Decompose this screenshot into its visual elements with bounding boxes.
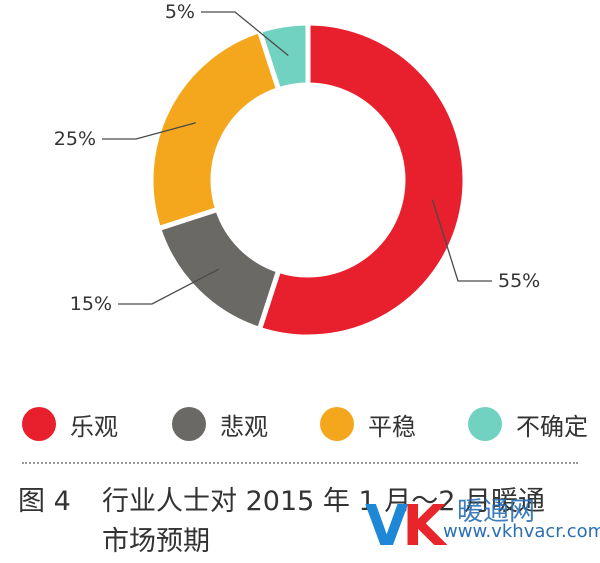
donut-slice-uncertain [256,20,311,93]
leader-line-pessimistic [118,268,220,305]
watermark-logo-v: V [365,494,408,559]
figure-number: 图 4 [18,486,71,517]
watermark: VK 暖通网 www.vkhvacr.com [365,497,600,555]
legend-item-pessimistic: 悲观 [172,404,268,444]
caption-line-2: 市场预期 [102,526,210,557]
leader-line-optimistic [431,199,492,282]
legend-label-stable: 平稳 [368,412,416,441]
legend-swatch-stable [320,407,354,441]
watermark-url: www.vkhvacr.com [443,521,600,542]
watermark-logo-k: K [402,494,445,559]
watermark-name: 暖通网 [457,497,536,527]
legend-swatch-optimistic [22,407,56,441]
leader-line-uncertain [201,11,289,57]
donut-slice-stable [148,27,282,232]
legend-item-optimistic: 乐观 [22,404,118,444]
data-label-stable: 25% [54,128,96,150]
legend-label-pessimistic: 悲观 [220,412,268,441]
leader-line-stable [102,122,196,140]
data-label-optimistic: 55% [498,270,540,292]
legend-label-optimistic: 乐观 [70,412,118,441]
legend-label-uncertain: 不确定 [516,412,588,441]
donut-slice-optimistic [256,20,468,340]
caption-line-1: 图 4 行业人士对 2015 年 1 月～2 月暖通 [18,482,545,522]
donut-chart: 55% 15% 25% 5% [53,1,541,340]
data-label-uncertain: 5% [165,1,195,23]
legend-swatch-uncertain [468,407,502,441]
legend-item-uncertain: 不确定 [468,404,588,444]
figure-caption: 图 4 行业人士对 2015 年 1 月～2 月暖通 市场预期 [18,482,545,562]
legend-swatch-pessimistic [172,407,206,441]
legend: 乐观 悲观 平稳 不确定 [0,404,600,444]
watermark-logo: VK [365,499,446,555]
data-label-pessimistic: 15% [70,293,112,315]
caption-text-1: 行业人士对 2015 年 1 月～2 月暖通 [102,486,545,517]
dotted-divider [22,462,578,464]
legend-item-stable: 平稳 [320,404,416,444]
